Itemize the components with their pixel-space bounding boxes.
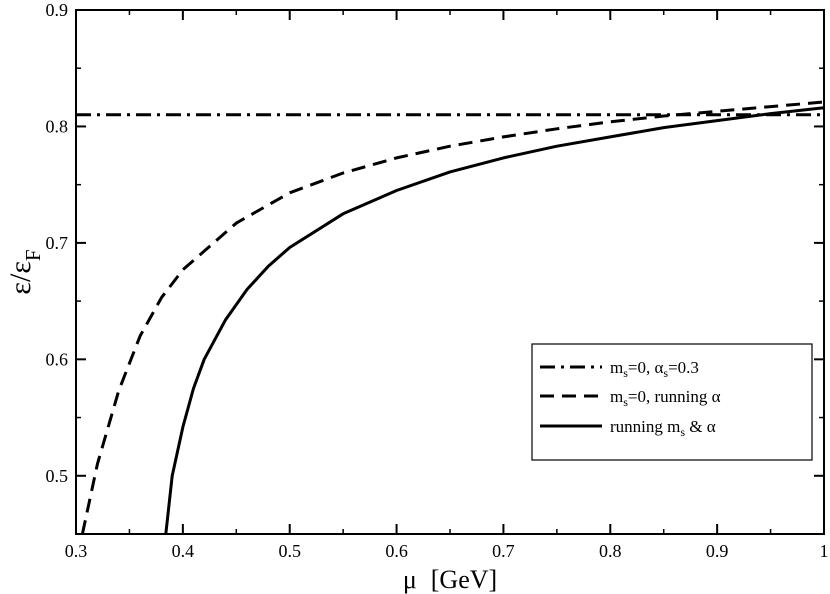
x-axis-symbol: μ [403,565,417,594]
x-axis-title: μ [GeV] [403,565,497,594]
legend-box [531,343,813,461]
y-tick-label: 0.7 [46,233,69,253]
y-axis-denominator: ε [4,261,37,274]
x-tick-label: 0.5 [278,541,301,561]
series-layer [76,100,824,534]
legend-label-dashed: ms=0, running α [610,387,721,409]
series-line-dashed [80,100,824,534]
y-axis-numerator: ε [4,282,37,295]
y-axis: 0.5 0.6 0.7 0.8 0.9 [46,0,824,535]
x-tick-label: 0.6 [385,541,408,561]
y-axis-title: ε/εF [4,249,45,294]
legend-label-dashdot: ms=0, αs=0.3 [610,358,699,380]
x-tick-label: 1 [820,541,829,561]
x-axis: 0.3 0.4 0.5 0.6 0.7 0.8 0.9 1 [65,10,829,561]
x-tick-label: 0.8 [599,541,622,561]
y-axis-denominator-subscript: F [21,249,45,261]
x-axis-unit: [GeV] [431,565,497,594]
y-tick-label: 0.8 [46,116,69,136]
x-tick-label: 0.9 [706,541,729,561]
y-axis-slash: / [4,273,37,282]
x-tick-label: 0.3 [65,541,88,561]
y-tick-label: 0.6 [46,349,69,369]
x-tick-label: 0.7 [492,541,515,561]
legend: ms=0, αs=0.3 ms=0, running α running ms … [531,343,813,461]
y-tick-label: 0.9 [46,0,69,20]
y-tick-label: 0.5 [46,466,69,486]
series-line-solid [164,106,824,534]
legend-label-solid: running ms & α [610,417,716,439]
x-tick-label: 0.4 [172,541,195,561]
